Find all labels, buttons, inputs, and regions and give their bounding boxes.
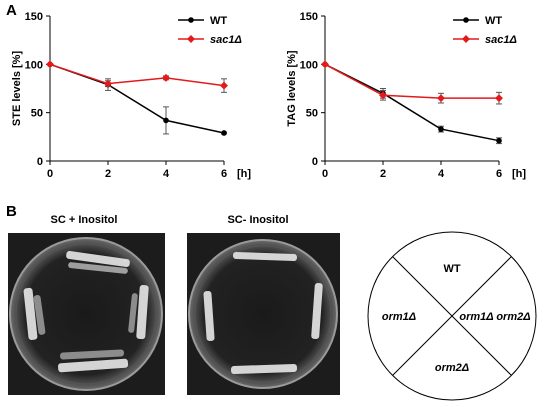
legend-marker — [188, 17, 194, 23]
x-tick-label: 0 — [322, 168, 328, 180]
plate-label-sc-plus-inositol: SC + Inositol — [50, 214, 118, 226]
legend-marker — [463, 17, 469, 23]
data-point — [46, 60, 54, 69]
diagram-label-left: orm1Δ — [382, 311, 416, 323]
x-tick-label: 6 — [496, 168, 502, 180]
data-point — [437, 94, 445, 103]
chart-tag-levels: 0 50 100 150 0 2 4 6 [h] TAG levels [%] WT sac1Δ — [286, 11, 526, 180]
data-point — [496, 137, 502, 144]
y-tick-label: 100 — [25, 59, 43, 71]
divider-line — [392, 256, 512, 376]
diagram-label-right: orm1Δ orm2Δ — [459, 311, 530, 323]
x-tick-label: 4 — [438, 168, 445, 180]
panel-label-a: A — [6, 2, 17, 19]
series-line-1 — [324, 63, 499, 99]
data-point — [220, 81, 228, 90]
y-tick-label: 50 — [306, 108, 318, 120]
x-tick-label: 6 — [221, 168, 227, 180]
series-line-1 — [49, 63, 225, 87]
data-point — [104, 79, 112, 88]
panel-label-b: B — [6, 203, 17, 220]
x-tick-label: 0 — [47, 168, 53, 180]
y-tick-label: 150 — [300, 11, 318, 23]
plate-photo-sc-minus-inositol — [187, 233, 340, 395]
data-point — [221, 130, 227, 136]
y-axis-label: STE levels [%] — [11, 51, 23, 127]
data-point — [163, 117, 169, 124]
y-tick-label: 0 — [37, 156, 43, 168]
data-point — [495, 94, 503, 103]
legend-label: WT — [485, 15, 502, 27]
series-line-0 — [324, 63, 500, 142]
data-point — [438, 126, 444, 132]
plate-photo-sc-plus-inositol — [8, 233, 165, 395]
x-axis-label: [h] — [512, 168, 526, 180]
y-tick-label: 100 — [300, 59, 318, 71]
plate-label-sc-minus-inositol: SC- Inositol — [227, 214, 289, 226]
x-tick-label: 2 — [105, 168, 111, 180]
x-axis-label: [h] — [237, 168, 251, 180]
legend-marker — [187, 35, 195, 43]
data-point — [321, 60, 329, 69]
data-point — [162, 73, 170, 82]
plate-layout-diagram: WT orm1Δ orm1Δ orm2Δ orm2Δ — [367, 231, 537, 401]
diagram-label-top: WT — [443, 263, 460, 275]
data-point — [379, 91, 387, 100]
y-tick-label: 0 — [312, 156, 318, 168]
diagram-label-bottom: orm2Δ — [435, 362, 469, 374]
x-tick-label: 2 — [380, 168, 386, 180]
series-line-0 — [49, 63, 225, 134]
legend-label: WT — [210, 15, 227, 27]
legend-marker — [462, 35, 470, 43]
legend-label: sac1Δ — [210, 34, 242, 46]
x-tick-label: 4 — [163, 168, 170, 180]
y-axis-label: TAG levels [%] — [286, 50, 298, 127]
legend-label: sac1Δ — [485, 34, 517, 46]
y-tick-label: 50 — [31, 108, 43, 120]
y-tick-label: 150 — [25, 11, 43, 23]
chart-ste-levels: 0 50 100 150 0 2 4 6 [h] STE levels [%] WT sac1Δ — [11, 11, 251, 180]
